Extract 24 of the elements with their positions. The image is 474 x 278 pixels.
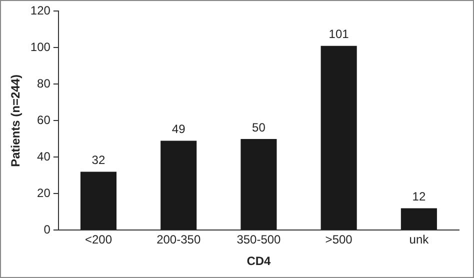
bar <box>160 140 197 230</box>
x-axis-title: CD4 <box>246 254 272 268</box>
bar <box>320 46 357 230</box>
y-tick-label: 100 <box>30 40 51 54</box>
data-label: 101 <box>328 27 350 42</box>
data-label: 49 <box>172 122 186 136</box>
bar <box>80 172 117 230</box>
y-tick-label: 120 <box>30 4 51 18</box>
x-tick-label: 350-500 <box>236 232 282 247</box>
x-tick-label: 200-350 <box>156 232 201 247</box>
data-label: 32 <box>92 153 106 168</box>
x-tick-label: <200 <box>84 232 112 247</box>
y-tick-label: 40 <box>37 150 51 164</box>
y-tick-label: 60 <box>37 113 51 128</box>
data-label: 12 <box>412 190 426 204</box>
y-tick-label: 20 <box>37 186 51 200</box>
bar <box>240 138 277 230</box>
y-axis-title: Patients (n=244) <box>8 74 23 167</box>
x-tick-label: unk <box>409 232 430 247</box>
y-tick-label: 80 <box>37 76 51 91</box>
x-tick-label: >500 <box>325 232 353 247</box>
data-label: 50 <box>252 120 266 134</box>
y-tick-label: 0 <box>44 222 51 237</box>
bar <box>400 208 437 230</box>
